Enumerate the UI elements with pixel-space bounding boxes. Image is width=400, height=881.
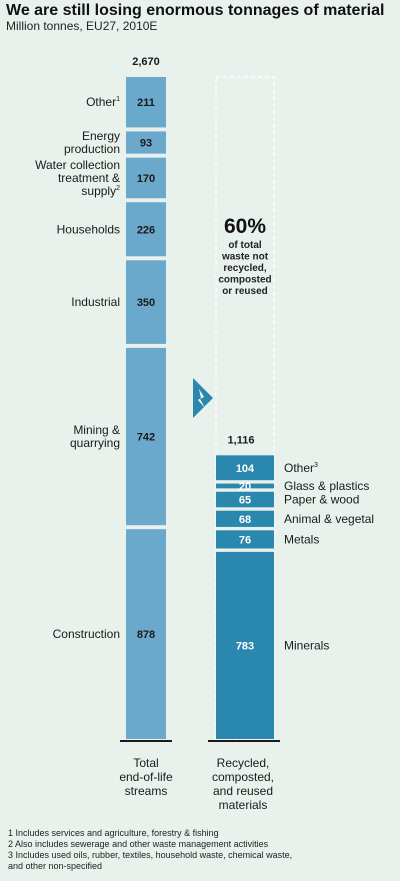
left-category-label: production: [64, 142, 120, 156]
left-category-label: Energy: [82, 129, 120, 143]
x-axis-label: end-of-life: [119, 770, 173, 784]
x-axis-label: streams: [125, 784, 168, 798]
left-bar-segment: [126, 157, 166, 199]
left-category-label: Construction: [53, 627, 120, 641]
chart-title: We are still losing enormous tonnages of…: [6, 2, 385, 19]
right-segment-value: 104: [236, 463, 255, 475]
left-bar-segment: [126, 260, 166, 344]
left-bar-segment: [126, 77, 166, 128]
x-axis-label: and reused: [213, 784, 273, 798]
left-category-label: Industrial: [71, 295, 120, 309]
x-axis-label: Recycled,: [217, 756, 270, 770]
left-bar-segment: [126, 202, 166, 257]
callout-text-line: waste not: [221, 252, 269, 263]
right-bar-segment: [216, 551, 274, 739]
footnote-2: 2 Also includes sewerage and other waste…: [8, 839, 269, 849]
left-segment-value: 350: [137, 297, 155, 309]
left-category-label: Mining &: [73, 423, 120, 437]
left-segment-value: 170: [137, 173, 155, 185]
right-bar-segment: [216, 510, 274, 527]
right-segment-value: 65: [239, 495, 251, 507]
left-category-label: quarrying: [70, 436, 120, 450]
footnote-3: 3 Includes used oils, rubber, textiles, …: [8, 850, 293, 860]
right-segment-value: 68: [239, 514, 251, 526]
left-category-label: Water collection: [35, 158, 120, 172]
right-category-label: Minerals: [284, 638, 329, 652]
footnote-1: 1 Includes services and agriculture, for…: [8, 828, 219, 838]
x-axis-label: Total: [133, 756, 158, 770]
left-category-label: Households: [57, 222, 120, 236]
right-bar-segment: [216, 530, 274, 549]
footnote-3-cont: and other non-specified: [8, 861, 103, 871]
left-category-label: Other1: [86, 95, 120, 109]
callout-text-line: or reused: [222, 286, 268, 297]
left-bar-segment: [126, 131, 166, 154]
right-bar-segment: [216, 455, 274, 481]
right-segment-value: 20: [239, 481, 251, 493]
right-bar-segment: [216, 483, 274, 489]
callout-text-line: of total: [228, 240, 262, 251]
right-category-label: Glass & plastics: [284, 479, 369, 493]
right-total-label: 1,116: [228, 434, 255, 446]
left-category-label: supply2: [81, 184, 120, 198]
right-bar-segment: [216, 491, 274, 508]
left-segment-value: 211: [137, 97, 155, 109]
left-total-label: 2,670: [132, 56, 160, 68]
left-segment-value: 93: [140, 138, 152, 150]
right-category-label: Metals: [284, 532, 319, 546]
callout-text-line: recycled,: [223, 263, 267, 274]
x-axis-label: composted,: [212, 770, 274, 784]
left-segment-value: 878: [137, 629, 155, 641]
chart-subtitle: Million tonnes, EU27, 2010E: [6, 19, 158, 33]
callout-percent: 60%: [224, 215, 266, 238]
right-category-label: Animal & vegetal: [284, 512, 374, 526]
right-segment-value: 783: [236, 640, 254, 652]
left-bar-segment: [126, 347, 166, 526]
right-category-label: Paper & wood: [284, 493, 359, 507]
arrow-icon: [193, 378, 213, 418]
left-segment-value: 226: [137, 224, 155, 236]
left-segment-value: 742: [137, 432, 155, 444]
footnotes: 1 Includes services and agriculture, for…: [8, 828, 398, 872]
right-category-label: Other3: [284, 461, 318, 475]
x-axis-label: materials: [219, 798, 268, 812]
right-segment-value: 76: [239, 534, 251, 546]
left-category-label: treatment &: [58, 171, 120, 185]
callout-text-line: composted: [218, 275, 271, 286]
left-bar-segment: [126, 529, 166, 739]
